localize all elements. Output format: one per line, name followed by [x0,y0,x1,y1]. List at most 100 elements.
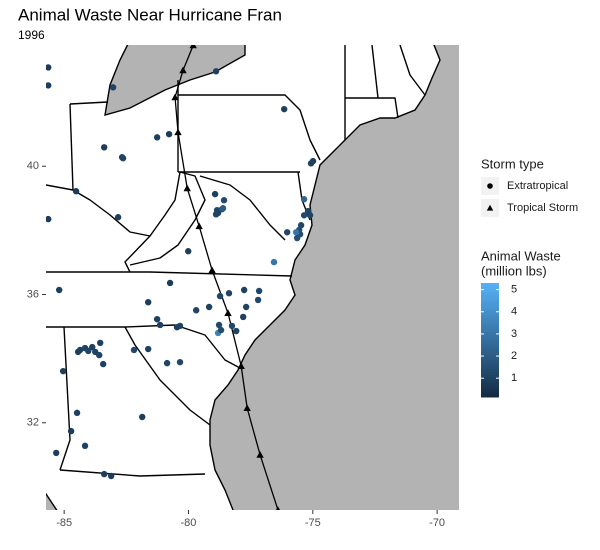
track-marker [275,506,281,510]
track-layer [171,45,281,510]
y-tick-label: 40 [27,160,39,172]
waste-point [59,367,67,375]
track-marker [208,266,216,274]
track-marker [243,404,251,411]
colorbar-segment [481,300,499,304]
legend-title: Storm type [481,156,544,171]
waste-point [96,351,103,359]
waste-point [176,358,184,366]
y-tick-label: 32 [27,417,39,429]
waste-point [114,214,122,221]
waste-point [233,327,240,335]
axes: -85 -80 -75 -70 32 36 40 [27,160,445,529]
waste-point [185,248,192,255]
waste-point [81,442,89,450]
colorbar-segment [481,377,499,381]
colorbar-segment [481,359,499,364]
waste-point [220,197,228,204]
waste-point [153,315,161,323]
waste-point [99,360,107,368]
colorbar-segment [481,308,499,312]
colorbar-segment [481,288,499,293]
track-marker [224,309,232,317]
colorbar-segment [481,337,499,341]
track-marker [179,66,187,74]
colorbar-segment [481,302,499,307]
state-border [69,103,74,191]
waste-point [107,472,115,480]
waste-point [297,222,305,229]
track-marker [171,93,179,101]
state-border [69,101,109,105]
colorbar-label: 1 [511,372,517,384]
waste-point [73,409,81,417]
x-tick-label: -80 [181,517,197,529]
waste-point [144,298,152,306]
colorbar-segment [481,331,499,335]
x-tick-label: -75 [305,517,321,529]
state-border [46,271,293,277]
x-tick-label: -70 [429,517,445,529]
colorbar-segment [481,291,499,295]
chart-subtitle: 1996 [18,28,45,42]
waste-point [216,292,224,300]
colorbar-segment [481,365,499,369]
colorbar-label: 5 [511,284,517,296]
colorbar-segment [481,348,499,352]
legend-label: Extratropical [507,180,568,192]
colorbar-segment [481,362,499,367]
state-border [124,235,151,273]
waste-point [166,279,174,287]
waste-point [240,286,248,294]
colorbar-title: (million lbs) [481,263,547,278]
track-marker [237,362,245,369]
waste-point [225,290,233,297]
waste-point [156,321,164,329]
waste-point [255,287,263,295]
waste-point [109,84,117,91]
colorbar-segment [481,322,499,327]
state-border [59,326,71,471]
colorbar-label: 4 [511,306,517,318]
color-legend: Animal Waste (million lbs) 1 2 3 4 5 [481,248,561,398]
waste-point [55,286,63,294]
waste-point [281,105,288,113]
colorbar-segment [481,374,499,378]
waste-point [212,211,220,218]
colorbar-segment [481,391,499,395]
storm-legend: Storm type Extratropical Tropical Storm [481,156,578,217]
waste-point [228,322,236,330]
waste-point [100,144,108,151]
point-layer [46,64,317,480]
colorbar-segment [481,368,499,372]
waste-point [153,134,161,141]
land [46,45,441,510]
waste-point [100,470,108,478]
waste-point [270,258,278,266]
colorbar-label: 3 [511,328,517,340]
track-marker [189,45,197,49]
waste-point [89,343,96,351]
waste-point [163,359,171,367]
waste-point [85,347,92,355]
waste-point [130,346,138,354]
waste-point [239,313,247,321]
legend-label: Tropical Storm [507,202,578,214]
legend-marker [487,183,493,189]
colorbar-segment [481,379,499,384]
track-marker [174,128,182,136]
colorbar-segment [481,371,499,375]
chart-title: Animal Waste Near Hurricane Fran [18,5,282,24]
waste-point [300,196,308,203]
waste-point [300,212,308,219]
waste-point [215,321,223,329]
colorbar-segment [481,314,499,318]
waste-point [72,188,80,195]
colorbar-segment [481,382,499,387]
x-tick-label: -85 [56,517,72,529]
waste-point [254,296,262,304]
colorbar-segment [481,305,499,310]
colorbar-segment [481,354,499,358]
state-border [129,171,206,266]
colorbar-segment [481,340,499,344]
